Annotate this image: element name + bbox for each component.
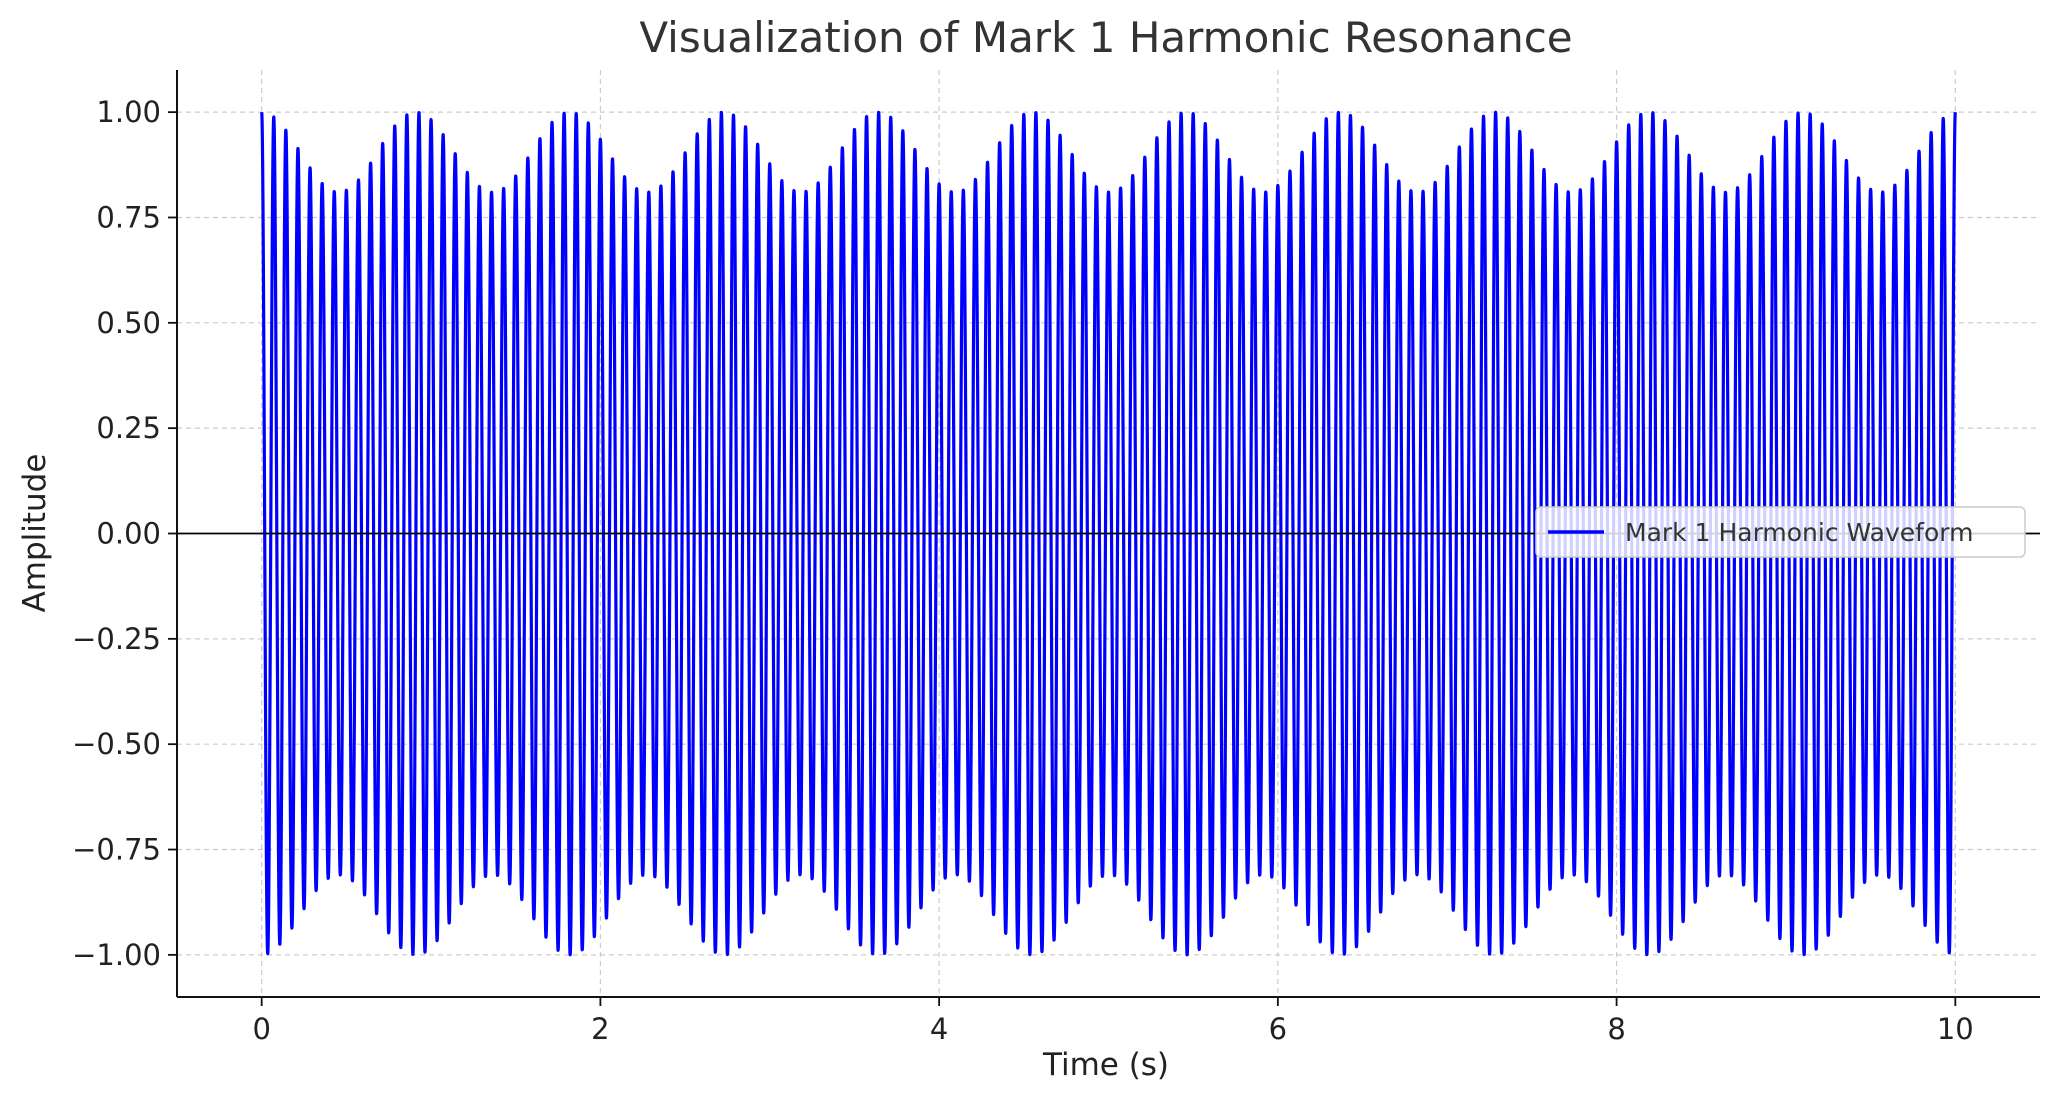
chart-title: Visualization of Mark 1 Harmonic Resonan… xyxy=(639,13,1572,62)
series-line xyxy=(260,110,1957,957)
x-tick-label: 0 xyxy=(252,1012,270,1046)
ticks: 0 2 4 6 8 10 1.00 0.75 0.50 0.25 0.00 −0.25 −0.50 −0.… xyxy=(72,95,1974,1046)
legend: Mark 1 Harmonic Waveform xyxy=(1535,506,2026,558)
y-tick-label: −1.00 xyxy=(72,938,161,972)
legend-entry: Mark 1 Harmonic Waveform xyxy=(1625,518,1973,547)
y-tick-label: 0.00 xyxy=(96,517,161,551)
y-tick-label: −0.75 xyxy=(72,833,161,867)
legend-box xyxy=(1535,506,2026,558)
x-tick-label: 10 xyxy=(1937,1012,1974,1046)
y-tick-label: 0.75 xyxy=(96,200,161,234)
y-tick-label: 0.50 xyxy=(96,306,161,340)
y-tick-label: −0.50 xyxy=(72,727,161,761)
x-tick-label: 4 xyxy=(930,1012,948,1046)
x-axis-label: Time (s) xyxy=(1042,1047,1169,1083)
x-tick-label: 2 xyxy=(591,1012,609,1046)
x-tick-label: 8 xyxy=(1607,1012,1625,1046)
y-tick-label: 0.25 xyxy=(96,411,161,445)
x-tick-label: 6 xyxy=(1269,1012,1287,1046)
y-tick-label: −0.25 xyxy=(72,622,161,656)
y-axis-label: Amplitude xyxy=(17,454,53,613)
y-tick-label: 1.00 xyxy=(96,95,161,129)
